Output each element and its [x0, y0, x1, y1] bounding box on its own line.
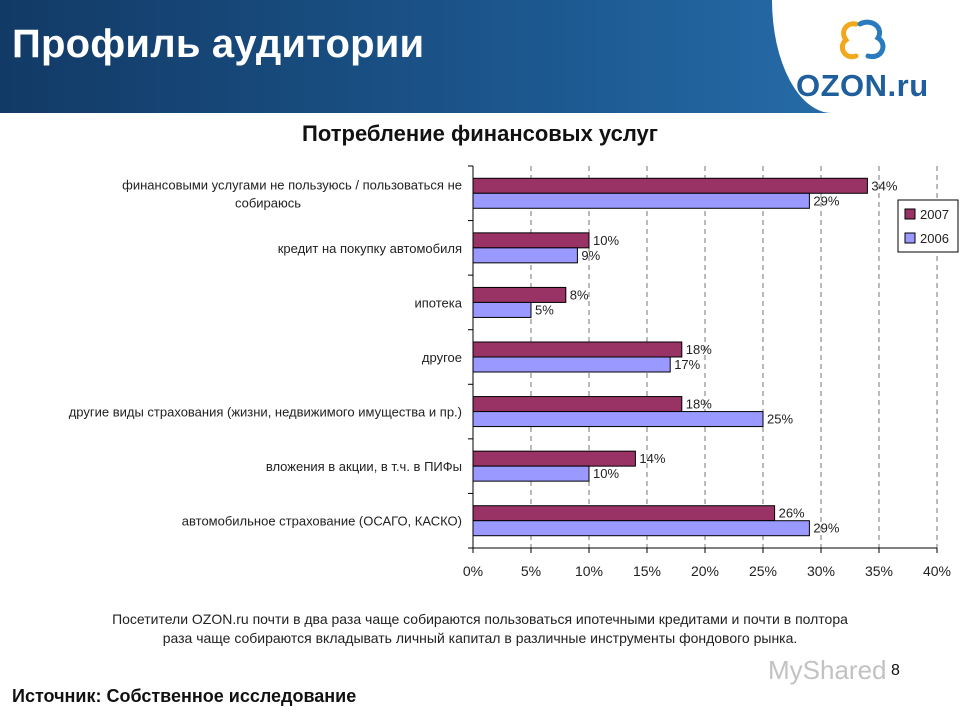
bar-2006 — [472, 192, 810, 209]
bar-2006 — [472, 520, 810, 537]
note-line-2: раза чаще собираются вкладывать личный к… — [162, 630, 798, 646]
category-label: собираюсь — [235, 195, 301, 210]
data-label: 25% — [767, 412, 793, 427]
category-label: кредит на покупку автомобиля — [278, 241, 462, 256]
data-label: 10% — [593, 233, 619, 248]
bar-2007 — [472, 396, 683, 413]
page-number: 8 — [891, 662, 900, 679]
ozon-logo-icon — [839, 19, 886, 60]
data-label: 9% — [581, 248, 600, 263]
bar-2007 — [472, 341, 683, 358]
bar-2007 — [472, 177, 868, 194]
legend-label: 2006 — [920, 231, 949, 246]
data-label: 34% — [871, 178, 897, 193]
x-tick-label: 25% — [749, 563, 777, 579]
x-tick-label: 20% — [691, 563, 719, 579]
ozon-logo-text: OZON.ru — [796, 68, 929, 103]
x-tick-label: 15% — [633, 563, 661, 579]
data-label: 8% — [570, 287, 589, 302]
bar-2007 — [472, 505, 776, 522]
bar-2006 — [472, 247, 578, 264]
chart-container: 0% 5% 10% 15% 20% 25% 30% 35% 40% 34% 29% финансовы… — [0, 150, 960, 595]
legend-swatch-2007 — [904, 208, 916, 220]
x-tick-label: 0% — [463, 563, 483, 579]
data-label: 17% — [674, 357, 700, 372]
legend-label: 2007 — [920, 207, 949, 222]
bar-2006 — [472, 411, 764, 428]
bar-2007 — [472, 450, 636, 467]
data-label: 29% — [813, 521, 839, 536]
bar-2006 — [472, 465, 590, 482]
x-tick-label: 35% — [865, 563, 893, 579]
data-label: 18% — [686, 342, 712, 357]
x-tick-label: 5% — [521, 563, 541, 579]
data-label: 14% — [639, 451, 665, 466]
bar-2007 — [472, 286, 567, 303]
category-label: ипотека — [415, 295, 463, 310]
legend-swatch-2006 — [904, 232, 916, 244]
data-label: 10% — [593, 466, 619, 481]
note-line-1: Посетители OZON.ru почти в два раза чаще… — [112, 611, 848, 627]
page-title: Профиль аудитории — [12, 22, 425, 66]
category-label: другое — [422, 350, 462, 365]
bar-2006 — [472, 301, 532, 318]
x-tick-label: 10% — [575, 563, 603, 579]
bar-2006 — [472, 356, 671, 373]
data-label: 18% — [686, 397, 712, 412]
watermark: MyShared — [768, 655, 887, 685]
data-label: 26% — [779, 506, 805, 521]
x-tick-label: 30% — [807, 563, 835, 579]
category-label: другие виды страхования (жизни, недвижим… — [69, 405, 462, 420]
data-label: 5% — [535, 302, 554, 317]
chart-title: Потребление финансовых услуг — [302, 121, 658, 146]
bar-chart: 0% 5% 10% 15% 20% 25% 30% 35% 40% 34% 29% финансовы… — [69, 165, 959, 579]
x-tick-label: 40% — [923, 563, 951, 579]
bar-2007 — [472, 232, 590, 249]
category-label: вложения в акции, в т.ч. в ПИФы — [266, 459, 462, 474]
chart-note: Посетители OZON.ru почти в два раза чаще… — [30, 610, 930, 648]
category-label: автомобильное страхование (ОСАГО, КАСКО) — [182, 514, 462, 529]
source-label: Источник: Собственное исследование — [12, 686, 357, 706]
data-label: 29% — [813, 193, 839, 208]
category-label: финансовыми услугами не пользуюсь / поль… — [122, 177, 462, 192]
